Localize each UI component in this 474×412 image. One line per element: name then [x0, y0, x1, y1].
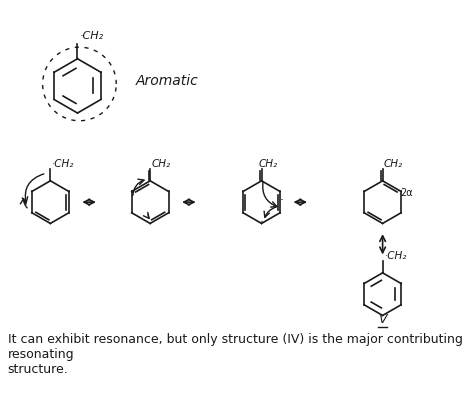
Text: V: V — [378, 313, 387, 326]
Text: CH₂: CH₂ — [383, 159, 403, 169]
Text: It can exhibit resonance, but only structure (IV) is the major contributing reso: It can exhibit resonance, but only struc… — [8, 333, 463, 377]
Text: ·: · — [280, 194, 284, 207]
Text: ·CH₂: ·CH₂ — [80, 31, 103, 41]
Text: ·CH₂: ·CH₂ — [52, 159, 75, 169]
Text: 2α: 2α — [400, 188, 413, 198]
Text: Aromatic: Aromatic — [136, 74, 198, 88]
Text: CH₂: CH₂ — [259, 159, 278, 169]
Text: ·: · — [260, 216, 264, 229]
Text: CH₂: CH₂ — [151, 159, 170, 169]
Text: ·: · — [130, 186, 134, 200]
Text: ·CH₂: ·CH₂ — [384, 251, 407, 261]
